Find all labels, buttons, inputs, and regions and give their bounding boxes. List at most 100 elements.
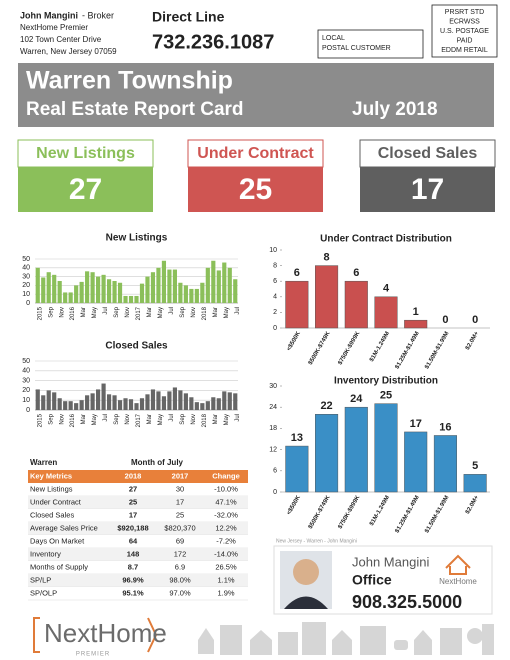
broker-role: - Broker <box>82 10 114 20</box>
x-tick-label: Sep <box>48 306 54 317</box>
x-tick-label: Mar <box>81 307 87 317</box>
bar <box>167 391 172 410</box>
card-body <box>18 167 153 212</box>
y-tick-label: 30 <box>22 273 30 280</box>
table-cell: 97.0% <box>169 588 191 597</box>
card-label: Under Contract <box>197 145 314 162</box>
table-period: Month of July <box>131 458 184 467</box>
x-tick-label: <$500K <box>286 494 302 516</box>
y-tick-label: 8 <box>273 262 277 269</box>
bar <box>117 400 123 410</box>
table-cell: -10.0% <box>214 484 238 493</box>
value-label: 1 <box>413 306 419 318</box>
value-label: 24 <box>350 393 363 405</box>
bar <box>96 276 101 303</box>
direct-phone: 732.236.1087 <box>152 31 274 53</box>
bar <box>315 414 339 493</box>
agent-phone: 908.325.5000 <box>352 592 462 612</box>
header-cell: Change <box>212 471 240 480</box>
chart: Inventory Distribution 0 6 12 18 24 30 13 <$500K… <box>269 376 490 534</box>
table-cell: SP/LP <box>30 575 51 584</box>
x-tick-label: May <box>224 307 230 318</box>
value-label: 8 <box>324 252 330 264</box>
x-tick-label: May <box>158 307 164 318</box>
bar <box>96 389 101 410</box>
bar <box>222 391 227 410</box>
table-cell: Days On Market <box>30 536 85 545</box>
x-tick-label: 2016 <box>70 413 76 427</box>
banner <box>18 63 494 127</box>
x-tick-label: Sep <box>114 306 120 317</box>
x-tick-label: $1.50M-$1.99M <box>424 331 450 370</box>
chart-title: Closed Sales <box>105 341 168 352</box>
bar <box>194 288 199 303</box>
table-cell: 30 <box>176 484 184 493</box>
agent-name: John Mangini <box>352 554 429 569</box>
header-row <box>28 470 248 483</box>
direct-label: Direct Line <box>152 9 225 25</box>
row-bg <box>28 522 248 535</box>
bar <box>128 399 134 410</box>
table-cell: Average Sales Price <box>30 523 98 532</box>
bar <box>156 391 161 410</box>
y-tick-label: 50 <box>22 256 30 263</box>
y-tick-label: 40 <box>22 368 30 375</box>
bar <box>106 279 112 303</box>
banner-period: July 2018 <box>352 99 438 120</box>
bar <box>233 279 238 303</box>
street: 102 Town Center Drive <box>20 35 102 44</box>
card-head <box>17 139 154 168</box>
header-cell: Key Metrics <box>30 471 72 480</box>
bar <box>41 277 46 303</box>
bar <box>374 296 398 329</box>
bar <box>52 392 57 410</box>
value-label: 6 <box>294 267 300 279</box>
bar <box>156 267 161 303</box>
table-cell: 64 <box>129 536 138 545</box>
y-tick-label: 10 <box>22 397 30 404</box>
agent-office: Office <box>352 572 392 588</box>
chart-title: New Listings <box>106 233 168 244</box>
bar <box>79 281 84 303</box>
x-tick-label: 2017 <box>136 413 142 427</box>
bar <box>161 396 167 410</box>
bar <box>404 319 428 329</box>
bar <box>205 401 210 410</box>
chart: Under Contract Distribution02468106<$500… <box>269 234 490 370</box>
x-tick-label: May <box>224 414 230 425</box>
permit-line: PAID <box>457 37 473 44</box>
bar <box>101 383 106 410</box>
x-tick-label: 2016 <box>70 306 76 320</box>
x-tick-label: Jul <box>235 307 241 315</box>
table-cell: New Listings <box>30 484 73 493</box>
x-tick-label: Mar <box>213 307 219 317</box>
x-tick-label: $2.0M+ <box>465 494 481 515</box>
banner-subtitle: Real Estate Report Card <box>26 99 244 120</box>
row-bg <box>28 483 248 496</box>
row-bg <box>28 509 248 522</box>
card-body <box>188 167 323 212</box>
x-tick-label: 2018 <box>202 413 208 427</box>
bar <box>134 403 139 410</box>
bar <box>112 395 117 410</box>
x-tick-label: $2.0M+ <box>465 330 481 351</box>
bar <box>123 295 128 303</box>
bar <box>134 295 139 303</box>
y-tick-label: 30 <box>22 377 30 384</box>
bar <box>344 406 368 493</box>
bar <box>74 403 79 410</box>
bar <box>433 435 457 493</box>
x-tick-label: Jul <box>235 414 241 422</box>
bar <box>463 474 487 493</box>
table-cell: 27 <box>129 484 137 493</box>
row-bg <box>28 496 248 509</box>
table-cell: 95.1% <box>122 588 144 597</box>
bar <box>63 401 68 410</box>
table-cell: 69 <box>176 536 184 545</box>
x-tick-label: May <box>92 414 98 425</box>
permit-line: PRSRT STD <box>445 9 484 16</box>
table-cell: SP/OLP <box>30 588 57 597</box>
x-tick-label: May <box>92 307 98 318</box>
x-tick-label: $1M-1.249M <box>369 495 391 527</box>
bar <box>106 394 112 410</box>
